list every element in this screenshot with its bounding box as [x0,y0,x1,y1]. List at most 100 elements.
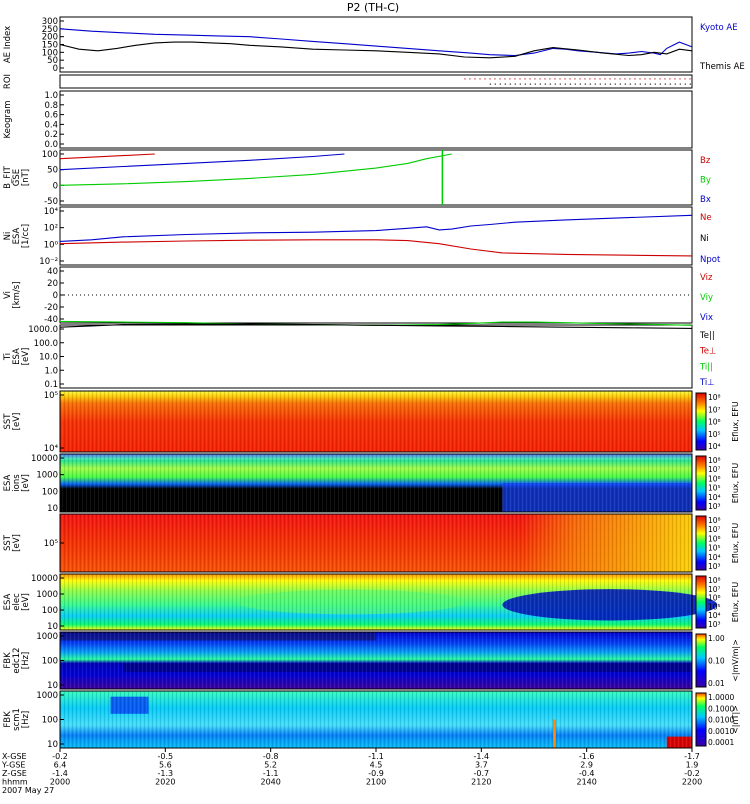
ytick-label: 100 [42,606,58,616]
xaxis-row-label: Z-GSE [2,769,27,778]
colorbar-tick: 10⁵ [708,602,721,611]
ylabel: [Hz] [21,711,31,729]
ylabel: Ti [3,353,13,361]
ylabel: Ni [3,232,13,241]
ytick-label: 20 [47,279,58,289]
legend-Viy: Viy [700,293,713,303]
panel-frame [59,573,693,631]
ylabel: GSE [12,169,22,186]
xtick-label: 2120 [471,778,491,787]
ytick-label: 10⁰ [44,240,59,250]
ytick-label: -20 [44,303,58,313]
colorbar-tick: 0.0100 [708,716,734,725]
colorbar-tick: 10⁷ [708,525,721,534]
series-Bz [59,153,155,160]
xtick-label: -0.5 [158,752,174,761]
ytick-label: 10⁴ [44,207,59,217]
colorbar-tick: 10³ [708,502,721,511]
ytick-label: 0.2 [44,130,58,140]
xtick-label: 2.9 [580,761,593,770]
ylabel: [Hz] [21,652,31,670]
figure-title: P2 (TH-C) [347,1,399,14]
colorbar-tick: 10⁶ [708,418,721,427]
colorbar-tick: 10⁸ [708,456,721,465]
heatmap-texture [60,454,692,512]
xtick-label: 5.6 [159,761,172,770]
ytick-label: 200 [42,33,58,43]
colorbar [695,392,707,451]
ylabel: [eV] [21,348,31,366]
series-Te|| [59,320,693,326]
ytick-label: 10 [47,740,58,750]
ylabel: SST [3,534,13,551]
colorbar-tick: 10⁴ [708,442,721,451]
colorbar-tick: 10³ [708,620,721,629]
colorbar [695,633,707,688]
ytick-label: 250 [42,25,58,35]
colorbar-tick: 0.1000 [708,704,734,713]
colorbar-tick: 1.00 [708,634,725,643]
colorbar-label: Eflux, EFU [731,401,740,442]
xtick-label: 5.2 [264,761,277,770]
ytick-label: 1.0 [44,366,58,376]
ylabel: ESA [3,593,13,610]
ylabel: AE Index [3,26,13,63]
ytick-label: 10 [47,681,58,691]
xtick-label: -0.9 [368,769,384,778]
series-By [59,153,452,186]
heatmap-texture [60,691,692,748]
ylabel: elec [12,593,22,611]
xtick-label: 1.9 [686,761,699,770]
ytick-label: 10000 [31,574,58,584]
panel-frame [59,74,693,89]
panel-frame [59,206,693,266]
ylabel: [eV] [21,593,31,611]
ylabel: ions [12,474,22,492]
xtick-label: -1.6 [579,752,595,761]
ylabel: ESA [12,348,22,365]
colorbar-tick: 10⁴ [708,493,721,502]
legend-Te||: Te|| [699,331,715,341]
ytick-label: 10⁴ [44,444,59,454]
xtick-label: 3.7 [475,761,488,770]
colorbar-label: Eflux, EFU [731,582,740,623]
colorbar-label: Eflux, EFU [731,463,740,504]
series-Ni [59,214,693,242]
colorbar-tick: 10⁷ [708,405,721,414]
series-Bx [59,153,345,171]
xtick-label: -0.2 [52,752,68,761]
ytick-label: -50 [44,197,58,207]
ylabel: FBK [3,711,13,728]
xtick-label: -1.4 [474,752,490,761]
panel-frame [59,16,693,73]
ytick-label: 0.6 [44,111,58,121]
ytick-label: 10⁻² [39,257,58,267]
panel-frame [59,324,693,389]
ytick-label: 1000 [36,590,58,600]
panel-sst-i: 10⁵ 10⁴ SST [eV] 10⁸ 10⁷ 10⁶ 10⁵ 10⁴ Eflux, EFU [3,390,740,454]
legend-Npot: Npot [700,255,721,265]
ytick-label: 40 [47,267,58,277]
panel-fbk-b: 1000 100 10 FBK scm1 [Hz] 1.0000 0.1000 0.0100 0.… [3,690,740,750]
xtick-label: 2200 [682,778,702,787]
colorbar-tick: 0.10 [708,657,725,666]
xtick-label: -0.8 [263,752,279,761]
ytick-label: 100 [42,657,58,667]
ytick-label: 1000 [36,691,58,701]
ylabel: [nT] [21,169,31,186]
panel-frame [59,90,693,149]
ylabel: FBK [3,652,13,669]
panel-roi: ROI [3,74,693,89]
colorbar [695,455,707,511]
ylabel: SST [3,413,13,430]
colorbar-tick: 10⁷ [708,465,721,474]
ytick-label: 10 [47,504,58,514]
heatmap-texture [60,391,692,452]
xtick-label: 2000 [50,778,70,787]
ytick-label: 50 [47,166,58,176]
series-Ne [59,239,693,257]
ytick-label: 1.0 [44,91,58,101]
legend-Viz: Viz [700,273,713,283]
ytick-label: 10⁵ [44,391,58,401]
